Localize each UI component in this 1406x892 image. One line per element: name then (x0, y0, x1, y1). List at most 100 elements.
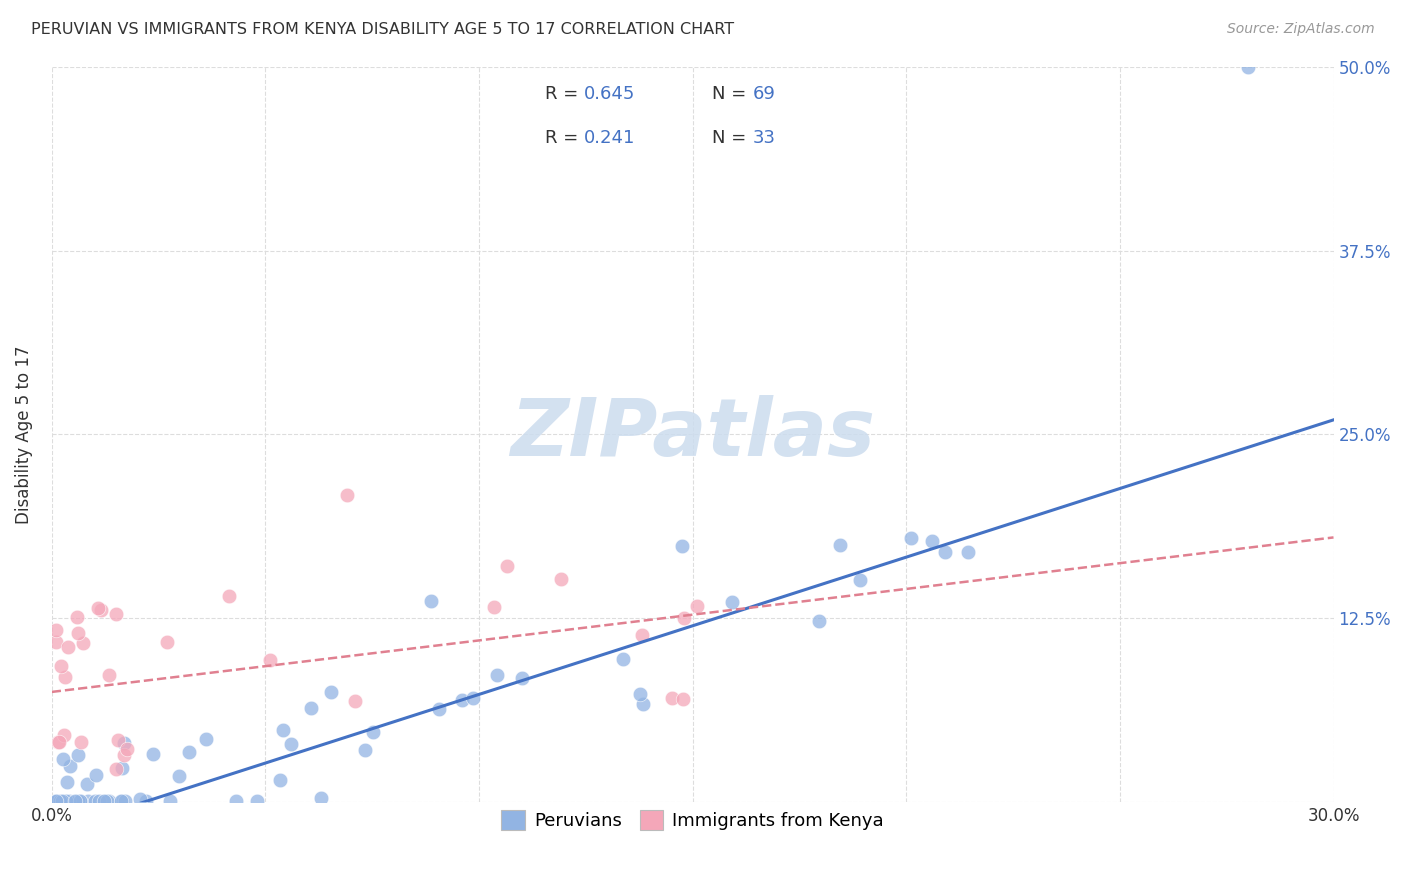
Point (69, 794, 91, 808)
Point (112, 736, 135, 750)
Text: Source: ZipAtlas.com: Source: ZipAtlas.com (1227, 22, 1375, 37)
Point (56, 775, 79, 789)
Point (309, 791, 332, 805)
Text: N =: N = (711, 129, 752, 147)
Point (721, 594, 744, 608)
Point (86, 767, 108, 781)
Point (496, 558, 519, 573)
Point (104, 762, 127, 776)
Point (363, 724, 385, 739)
Point (934, 545, 956, 559)
Point (828, 538, 851, 552)
Point (686, 599, 709, 613)
Text: PERUVIAN VS IMMIGRANTS FROM KENYA DISABILITY AGE 5 TO 17 CORRELATION CHART: PERUVIAN VS IMMIGRANTS FROM KENYA DISABI… (31, 22, 734, 37)
Point (51, 794, 73, 808)
Text: 0.645: 0.645 (583, 85, 636, 103)
Text: 33: 33 (752, 129, 776, 147)
Point (142, 747, 165, 761)
Point (58, 794, 80, 808)
Point (269, 773, 291, 788)
Point (510, 671, 533, 685)
Point (271, 723, 294, 738)
Point (70, 735, 93, 749)
Point (159, 794, 181, 808)
Point (111, 761, 134, 775)
Point (299, 701, 322, 715)
Text: R =: R = (546, 129, 585, 147)
Point (97, 794, 120, 808)
Point (98, 667, 121, 681)
Point (921, 534, 943, 549)
Point (105, 607, 128, 621)
Point (45, 794, 67, 808)
Point (84, 794, 107, 808)
Point (673, 610, 696, 624)
Point (807, 614, 830, 628)
Point (115, 742, 138, 756)
Point (63, 794, 86, 808)
Y-axis label: Disability Age 5 to 17: Disability Age 5 to 17 (15, 345, 32, 524)
Point (195, 731, 218, 746)
Text: R =: R = (546, 85, 585, 103)
Point (53, 794, 76, 808)
Point (51, 658, 73, 673)
Point (485, 668, 508, 682)
Point (87, 601, 110, 615)
Point (114, 794, 136, 808)
Point (53, 670, 76, 684)
Point (59, 759, 82, 773)
Text: 69: 69 (752, 85, 776, 103)
Point (849, 574, 872, 588)
Point (218, 589, 240, 603)
Point (661, 690, 683, 705)
Point (112, 747, 135, 762)
Point (427, 702, 450, 716)
Point (93, 794, 115, 808)
Point (482, 599, 505, 614)
Point (45, 794, 67, 808)
Point (48, 735, 70, 749)
Legend: Peruvians, Immigrants from Kenya: Peruvians, Immigrants from Kenya (486, 796, 898, 845)
Point (90, 602, 112, 616)
Point (48, 794, 70, 808)
Text: 0.241: 0.241 (583, 129, 636, 147)
Point (53, 794, 76, 808)
Text: ZIPatlas: ZIPatlas (510, 395, 875, 474)
Point (336, 488, 359, 502)
Point (58, 640, 80, 654)
Point (45, 794, 67, 808)
Point (69, 794, 91, 808)
Point (672, 691, 695, 706)
Point (671, 539, 693, 553)
Point (56, 794, 79, 808)
Point (451, 692, 474, 706)
Point (107, 733, 129, 747)
Point (76, 794, 98, 808)
Point (67, 626, 90, 640)
Point (46, 735, 69, 749)
Point (96, 794, 118, 808)
Point (957, 545, 980, 559)
Point (900, 531, 922, 545)
Point (225, 794, 247, 808)
Point (628, 687, 651, 701)
Point (110, 794, 132, 808)
Point (319, 684, 342, 698)
Point (156, 634, 179, 648)
Point (65, 610, 87, 624)
Point (67, 794, 90, 808)
Point (76, 777, 98, 791)
Point (631, 697, 654, 711)
Point (280, 737, 302, 751)
Point (612, 651, 634, 665)
Point (550, 572, 572, 586)
Point (53, 728, 76, 742)
Point (135, 794, 157, 808)
Point (45, 794, 67, 808)
Point (129, 792, 152, 806)
Point (246, 794, 269, 808)
Text: N =: N = (711, 85, 752, 103)
Point (55, 794, 77, 808)
Point (167, 769, 190, 783)
Point (52, 752, 75, 766)
